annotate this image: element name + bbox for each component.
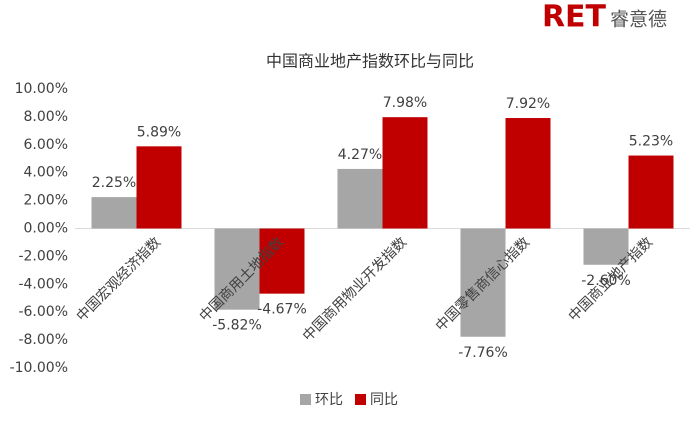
legend-label: 环比 bbox=[315, 392, 343, 408]
logo-name: 睿意德 bbox=[610, 9, 667, 31]
bar bbox=[628, 155, 674, 229]
y-tick-label: 4.00% bbox=[24, 165, 68, 181]
chart-title: 中国商业地产指数环比与同比 bbox=[266, 52, 474, 71]
y-tick-label: -8.00% bbox=[18, 332, 68, 348]
bar bbox=[505, 118, 551, 229]
bar bbox=[259, 228, 305, 294]
y-tick-label: 2.00% bbox=[24, 193, 68, 209]
value-label: 5.89% bbox=[137, 124, 181, 140]
bar bbox=[382, 117, 428, 229]
bar bbox=[91, 197, 137, 229]
value-label: -7.76% bbox=[458, 345, 508, 361]
bar bbox=[460, 228, 506, 337]
value-label: 7.98% bbox=[383, 95, 427, 111]
y-tick-label: 6.00% bbox=[24, 137, 68, 153]
bar bbox=[136, 146, 182, 229]
value-label: -5.82% bbox=[212, 318, 262, 334]
bar bbox=[337, 168, 383, 229]
value-label: 5.23% bbox=[629, 134, 673, 150]
logo-brand: RET bbox=[542, 0, 607, 35]
legend-label: 同比 bbox=[370, 392, 398, 408]
legend-swatch bbox=[300, 394, 311, 405]
x-tick-label: 中国宏观经济指数 bbox=[74, 234, 165, 325]
bar bbox=[583, 228, 629, 265]
bar bbox=[214, 228, 260, 310]
y-tick-label: 0.00% bbox=[24, 221, 68, 237]
y-tick-label: -2.00% bbox=[18, 248, 68, 264]
value-label: 2.25% bbox=[92, 175, 136, 191]
value-label: -4.67% bbox=[257, 302, 307, 318]
legend-swatch bbox=[355, 394, 366, 405]
y-tick-label: 10.00% bbox=[15, 81, 68, 97]
x-tick-label: 中国商用物业开发指数 bbox=[300, 234, 410, 344]
y-tick-label: -6.00% bbox=[18, 304, 68, 320]
value-label: -2.60% bbox=[581, 273, 631, 289]
y-tick-label: -4.00% bbox=[18, 276, 68, 292]
y-tick-label: 8.00% bbox=[24, 109, 68, 125]
y-tick-label: -10.00% bbox=[10, 360, 68, 376]
value-label: 4.27% bbox=[338, 147, 382, 163]
value-label: 7.92% bbox=[506, 96, 550, 112]
